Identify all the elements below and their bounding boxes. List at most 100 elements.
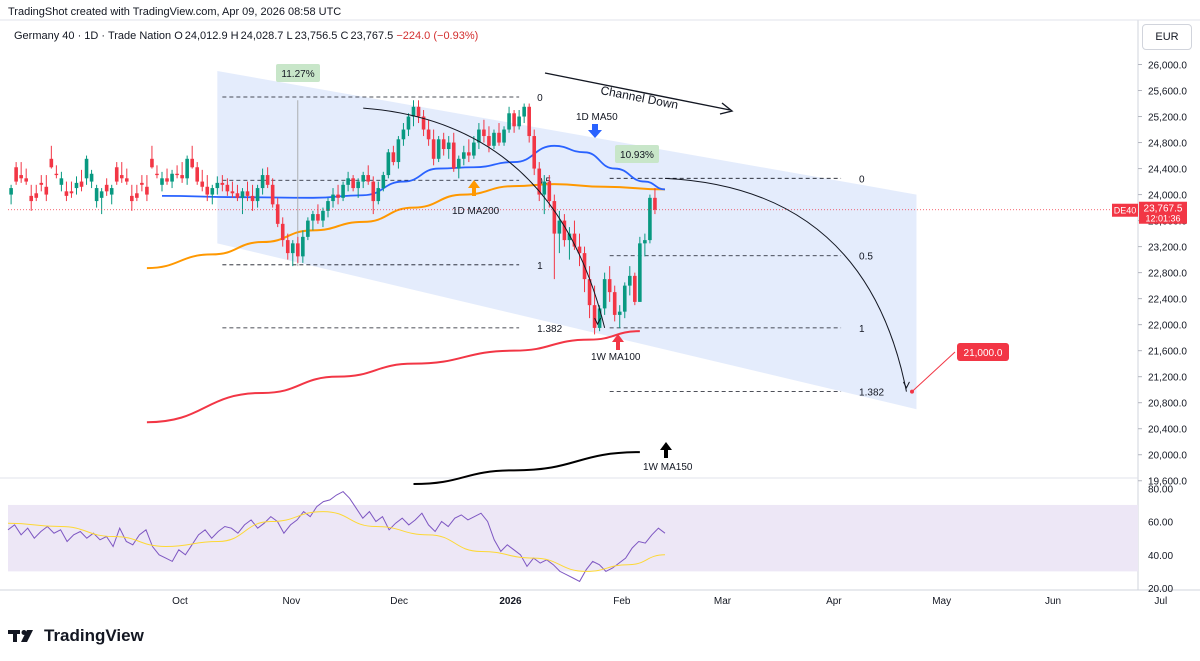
ma-1w-150-line [413, 451, 640, 485]
candle-body [552, 201, 557, 234]
y-tick-label: 25,200.0 [1148, 113, 1187, 124]
candle-body [633, 275, 637, 302]
arrow-head-1 [594, 317, 602, 326]
candle-body [451, 142, 456, 169]
candle-body [331, 194, 335, 202]
ma-1d-50-line [161, 144, 666, 199]
candle-body [532, 136, 537, 169]
candle-body [406, 116, 411, 130]
candle-body [627, 275, 632, 286]
candle-body [622, 285, 627, 312]
candle-body [270, 184, 275, 205]
ma100w-arrow-icon [612, 334, 624, 350]
candle-body [316, 214, 320, 221]
tradingview-branding[interactable]: TradingView [8, 626, 144, 646]
candle-body [456, 158, 461, 169]
fib-level-label: 0 [537, 93, 543, 104]
candle-body [39, 182, 44, 185]
candle-body [346, 178, 350, 185]
candle-body [69, 191, 74, 194]
symbol-legend[interactable]: Germany 40 · 1D · Trade Nation O 24,012.9… [14, 30, 478, 42]
y-tick-label: 24,800.0 [1148, 139, 1187, 150]
candle-body [638, 243, 642, 302]
close-label: C [340, 30, 349, 42]
x-tick-label: Apr [826, 596, 842, 607]
y-tick-label: 22,000.0 [1148, 321, 1187, 332]
rsi-tick-label: 20.00 [1148, 584, 1173, 595]
price-tag-countdown: 12:01:36 [1145, 214, 1180, 224]
candle-body [527, 106, 531, 137]
ma50-label: 1D MA50 [576, 112, 618, 123]
candle-body [301, 236, 305, 257]
x-tick-label: Jun [1045, 596, 1061, 607]
candle-body [557, 220, 562, 234]
symbol-tag: DE40 [1114, 206, 1137, 216]
candle-body [250, 195, 255, 202]
candle-body [401, 129, 406, 140]
candle-body [446, 142, 451, 150]
fib-level-label: 0.5 [859, 252, 873, 263]
candle-body [24, 178, 28, 182]
target-pointer [911, 351, 956, 393]
candle-body [54, 173, 59, 176]
ma150w-arrow-icon [660, 442, 672, 458]
candle-body [14, 167, 18, 182]
candle-body [306, 220, 310, 237]
chart-credit: TradingShot created with TradingView.com… [8, 6, 342, 18]
candle-body [467, 152, 471, 156]
candle-body [517, 116, 521, 127]
candle-body [59, 178, 64, 185]
ma50-arrow-icon [588, 124, 602, 138]
candle-body [311, 214, 315, 221]
candle-body [371, 181, 376, 202]
open-value: 24,012.9 [184, 30, 228, 42]
low-label: L [286, 30, 293, 42]
rsi-tick-label: 60.00 [1148, 518, 1173, 529]
ma-1d-200-line [146, 183, 666, 270]
y-tick-label: 26,000.0 [1148, 61, 1187, 72]
candle-body [89, 173, 94, 182]
candle-body [245, 191, 250, 196]
candle-body [607, 279, 612, 293]
candle-body [140, 182, 144, 185]
candle-body [210, 188, 215, 195]
candle-body [351, 178, 355, 189]
candle-body [577, 246, 582, 254]
symbol-name[interactable]: Germany 40 · 1D · Trade Nation [14, 30, 172, 42]
candle-body [290, 243, 295, 254]
candle-body [507, 113, 511, 130]
candle-body [421, 116, 426, 130]
target-label: 21,000.0 [964, 348, 1003, 359]
candle-body [215, 182, 220, 189]
candle-body [487, 136, 491, 146]
price-tag-bg [1139, 201, 1187, 224]
candle-body [145, 186, 149, 195]
y-tick-label: 24,000.0 [1148, 191, 1187, 202]
ma150w-label: 1W MA150 [643, 462, 693, 473]
y-tick-label: 24,400.0 [1148, 165, 1187, 176]
measure-label-2: 10.93% [620, 150, 654, 161]
low-value: 23,756.5 [294, 30, 338, 42]
candle-body [44, 186, 49, 195]
candle-body [185, 158, 189, 179]
candle-body [220, 182, 225, 185]
currency-button[interactable]: EUR [1142, 24, 1192, 50]
candle-body [150, 158, 154, 168]
candle-body [160, 178, 164, 185]
y-tick-label: 21,600.0 [1148, 347, 1187, 358]
y-tick-label: 20,400.0 [1148, 425, 1187, 436]
x-tick-label: 2026 [499, 596, 522, 607]
fib-level-label: 1 [859, 324, 865, 335]
candle-body [255, 188, 260, 202]
high-label: H [230, 30, 239, 42]
candle-body [431, 139, 436, 159]
ma100w-label: 1W MA100 [591, 352, 641, 363]
x-tick-label: Nov [282, 596, 300, 607]
rsi-ma-line [7, 511, 666, 572]
tradingview-logo-icon [8, 628, 38, 644]
candle-body [9, 188, 13, 195]
candle-body [386, 152, 391, 176]
candle-body [124, 178, 129, 182]
projection-arc-2 [664, 177, 907, 392]
